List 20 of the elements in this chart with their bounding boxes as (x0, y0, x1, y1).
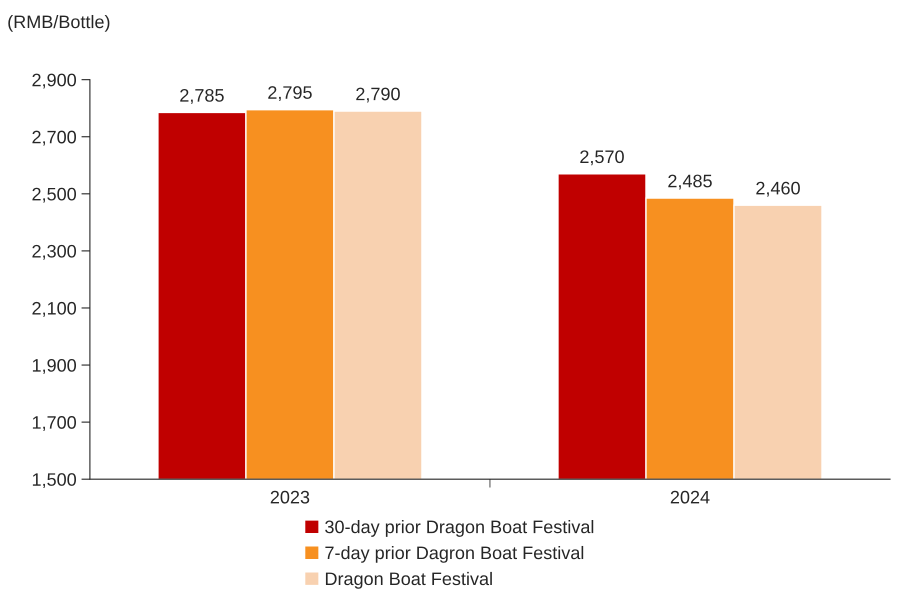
data-label: 2,460 (756, 182, 800, 197)
y-tick-label: 1,900 (32, 358, 76, 374)
data-label: 2,790 (356, 88, 400, 102)
legend-label: Dragon Boat Festival (326, 572, 492, 589)
x-tick-label: 2024 (670, 490, 710, 504)
data-label: 2,785 (180, 88, 224, 104)
legend-label: 7-day prior Dagron Boat Festival (325, 546, 584, 563)
x-tick-label: 2023 (270, 490, 310, 504)
data-label: 2,485 (668, 174, 712, 190)
y-tick-label: 2,500 (32, 188, 76, 203)
y-tick-label: 2,300 (32, 244, 76, 260)
y-tick-label: 2,900 (32, 74, 76, 89)
y-tick-label: 1,500 (32, 473, 76, 488)
legend-label: 30-day prior Dragon Boat Festival (325, 520, 594, 537)
data-label: 2,570 (580, 150, 624, 166)
y-tick-label: 1,700 (32, 416, 76, 431)
data-label: 2,795 (268, 86, 312, 102)
y-tick-label: 2,700 (32, 130, 76, 146)
y-axis-title: (RMB/Bottle) (8, 14, 110, 32)
y-tick-label: 2,100 (32, 302, 76, 317)
